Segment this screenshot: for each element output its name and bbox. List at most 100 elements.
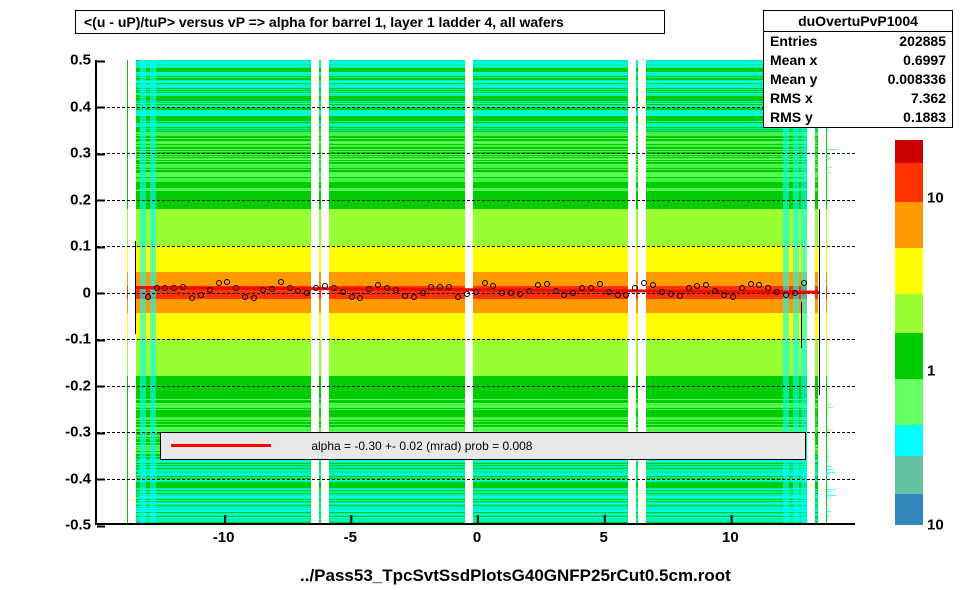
x-axis-tick-label: 10 <box>722 523 739 546</box>
profile-marker <box>154 285 160 291</box>
profile-marker <box>251 295 257 301</box>
color-bar: 10110 <box>895 140 923 525</box>
profile-marker <box>703 282 709 288</box>
grid-line-horizontal <box>97 386 855 387</box>
profile-marker <box>748 281 754 287</box>
profile-marker <box>650 282 656 288</box>
profile-marker <box>686 285 692 291</box>
profile-marker <box>446 284 452 290</box>
profile-marker <box>198 292 204 298</box>
profile-marker <box>393 287 399 293</box>
profile-marker <box>544 281 550 287</box>
colorbar-tick-label: 10 <box>923 189 944 206</box>
profile-marker <box>269 286 275 292</box>
profile-marker <box>606 289 612 295</box>
colorbar-tick-label: 10 <box>923 517 944 534</box>
colorbar-tick-label: 1 <box>923 363 935 380</box>
profile-marker <box>712 288 718 294</box>
colorbar-segment <box>895 333 923 379</box>
legend-box: alpha = -0.30 +- 0.02 (mrad) prob = 0.00… <box>160 432 806 460</box>
stats-label: Entries <box>770 32 817 51</box>
profile-marker <box>482 280 488 286</box>
grid-line-horizontal <box>97 339 855 340</box>
stats-title: duOvertuPvP1004 <box>764 11 952 32</box>
profile-marker <box>375 282 381 288</box>
y-axis-tick-label: 0.1 <box>47 238 97 255</box>
profile-marker <box>473 289 479 295</box>
stats-value: 0.1883 <box>903 108 946 127</box>
y-axis-tick-label: 0.5 <box>47 52 97 69</box>
profile-marker <box>189 295 195 301</box>
profile-marker <box>171 285 177 291</box>
stats-box: duOvertuPvP1004 Entries 202885 Mean x 0.699… <box>763 10 953 128</box>
error-bar <box>801 302 802 349</box>
error-bar <box>135 241 136 334</box>
legend-line-sample <box>171 444 271 447</box>
profile-marker <box>526 288 532 294</box>
stats-row: Mean y 0.008336 <box>764 70 952 89</box>
x-axis-tick-label: 0 <box>473 523 481 546</box>
profile-marker <box>615 292 621 298</box>
colorbar-segment <box>895 456 923 495</box>
stats-row: RMS y 0.1883 <box>764 108 952 127</box>
stats-value: 7.362 <box>911 89 946 108</box>
stats-row: RMS x 7.362 <box>764 89 952 108</box>
profile-marker <box>411 294 417 300</box>
profile-marker <box>384 285 390 291</box>
stats-value: 0.008336 <box>888 70 946 89</box>
plot-area: -0.5-0.4-0.3-0.2-0.100.10.20.30.40.5-10-… <box>95 60 855 525</box>
stats-row: Mean x 0.6997 <box>764 51 952 70</box>
profile-marker <box>287 285 293 291</box>
grid-line-horizontal <box>97 479 855 480</box>
y-axis-tick-label: -0.2 <box>47 377 97 394</box>
colorbar-segment <box>895 248 923 294</box>
x-axis-tick-label: -5 <box>344 523 357 546</box>
profile-marker <box>508 290 514 296</box>
profile-marker <box>420 290 426 296</box>
colorbar-segment <box>895 163 923 202</box>
y-axis-tick-label: -0.3 <box>47 424 97 441</box>
subtitle: ../Pass53_TpcSvtSsdPlotsG40GNFP25rCut0.5… <box>300 566 731 586</box>
plot-title-box: <(u - uP)/tuP> versus vP => alpha for ba… <box>75 10 665 34</box>
grid-line-horizontal <box>97 246 855 247</box>
stats-row: Entries 202885 <box>764 32 952 51</box>
stats-label: RMS x <box>770 89 813 108</box>
grid-line-horizontal <box>97 200 855 201</box>
profile-marker <box>402 293 408 299</box>
y-axis-tick-label: -0.1 <box>47 331 97 348</box>
profile-marker <box>278 279 284 285</box>
profile-marker <box>535 282 541 288</box>
stats-label: Mean y <box>770 70 817 89</box>
colorbar-segment <box>895 379 923 425</box>
profile-marker <box>730 294 736 300</box>
profile-marker <box>677 293 683 299</box>
profile-marker <box>260 287 266 293</box>
colorbar-segment <box>895 294 923 333</box>
y-axis-tick-label: 0 <box>47 284 97 301</box>
colorbar-segment <box>895 202 923 248</box>
x-axis-tick-label: 5 <box>599 523 607 546</box>
y-axis-tick-label: -0.4 <box>47 470 97 487</box>
grid-line-horizontal <box>97 153 855 154</box>
stats-label: RMS y <box>770 108 813 127</box>
profile-marker <box>207 287 213 293</box>
profile-marker <box>739 285 745 291</box>
stats-value: 202885 <box>899 32 946 51</box>
grid-line-horizontal <box>97 107 855 108</box>
profile-marker <box>597 281 603 287</box>
heatmap-edge-strip <box>150 60 156 523</box>
y-axis-tick-label: -0.5 <box>47 517 97 534</box>
colorbar-segment <box>895 494 923 525</box>
profile-marker <box>553 288 559 294</box>
profile-marker <box>659 289 665 295</box>
stats-value: 0.6997 <box>903 51 946 70</box>
plot-title: <(u - uP)/tuP> versus vP => alpha for ba… <box>84 14 564 30</box>
x-axis-tick-label: -10 <box>213 523 235 546</box>
colorbar-segment <box>895 140 923 163</box>
profile-marker <box>792 290 798 296</box>
profile-marker <box>216 280 222 286</box>
error-bar <box>819 209 820 395</box>
stats-label: Mean x <box>770 51 817 70</box>
profile-marker <box>801 280 807 286</box>
y-axis-tick-label: 0.3 <box>47 145 97 162</box>
